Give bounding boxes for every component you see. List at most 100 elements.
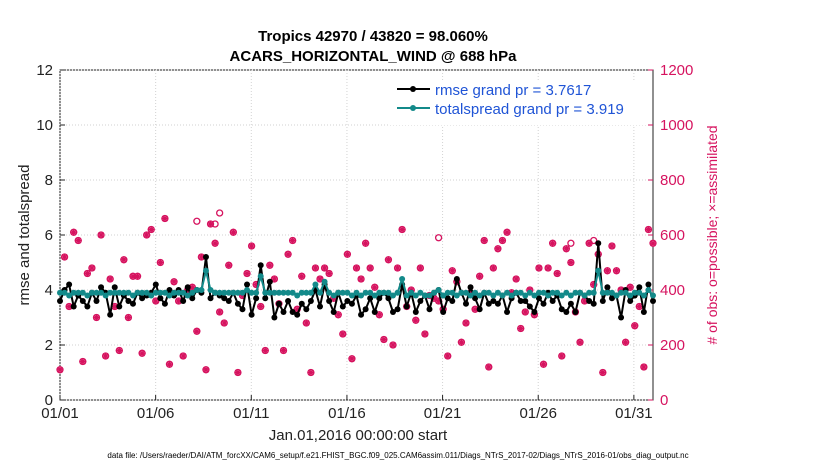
totalspread-point: [257, 273, 264, 280]
totalspread-point: [472, 289, 479, 296]
totalspread-point: [563, 289, 570, 296]
rmse-point: [627, 298, 634, 304]
totalspread-point: [344, 289, 351, 296]
legend: rmse grand pr = 3.7617 totalspread grand…: [390, 80, 648, 125]
obs-assimilated-marker: [293, 305, 301, 313]
totalspread-point: [111, 289, 118, 296]
legend-box: [390, 80, 648, 125]
y-right-tick-label: 800: [660, 172, 685, 189]
totalspread-point: [640, 292, 647, 299]
totalspread-point: [212, 289, 219, 296]
rmse-point: [330, 309, 337, 315]
y-right-tick-label: 1000: [660, 117, 693, 134]
rmse-point: [426, 306, 433, 313]
obs-assimilated-marker: [193, 327, 201, 335]
obs-assimilated-marker: [289, 237, 297, 244]
totalspread-point: [622, 289, 629, 296]
rmse-point: [307, 298, 314, 304]
obs-assimilated-marker: [188, 283, 196, 291]
rmse-point: [116, 303, 123, 310]
rmse-point: [367, 295, 374, 302]
obs-assimilated-marker: [266, 261, 274, 269]
obs-assimilated-marker: [284, 250, 292, 258]
y-tick-label: 2: [45, 337, 53, 354]
totalspread-point: [234, 289, 241, 296]
rmse-point: [567, 300, 574, 307]
totalspread-point: [513, 289, 520, 296]
rmse-point: [394, 306, 401, 313]
data-file-footer: data file: /Users/raeder/DAI/ATM_forcXX/…: [107, 451, 688, 460]
obs-assimilated-marker: [540, 360, 548, 368]
rmse-point: [266, 278, 273, 285]
obs-assimilated-marker: [339, 330, 347, 338]
obs-assimilated-marker: [448, 267, 456, 275]
rmse-point: [472, 295, 479, 302]
obs-assimilated-marker: [362, 239, 370, 247]
y-right-tick-label: 0: [660, 392, 668, 409]
y-tick-label: 10: [36, 117, 53, 134]
totalspread-point: [367, 289, 374, 296]
obs-assimilated-marker: [544, 264, 552, 272]
obs-assimilated-marker: [644, 226, 652, 233]
totalspread-point: [253, 289, 260, 296]
chart-subtitle: ACARS_HORIZONTAL_WIND @ 688 hPa: [230, 48, 518, 65]
rmse-point: [271, 314, 278, 321]
obs-assimilated-marker: [124, 314, 132, 321]
totalspread-point: [202, 267, 209, 274]
totalspread-point: [586, 289, 593, 296]
totalspread-point: [193, 287, 200, 293]
rmse-point: [490, 298, 497, 304]
totalspread-point: [389, 292, 396, 299]
rmse-point: [107, 311, 114, 318]
totalspread-point: [180, 289, 187, 296]
obs-assimilated-marker: [498, 237, 506, 244]
totalspread-point: [636, 289, 643, 296]
totalspread-point: [599, 289, 606, 296]
rmse-point: [129, 300, 136, 307]
y-right-tick-label: 200: [660, 337, 685, 354]
x-tick-label: 01/26: [519, 405, 557, 422]
obs-assimilated-marker: [444, 352, 452, 360]
totalspread-point: [335, 289, 342, 296]
obs-assimilated-marker: [197, 253, 205, 261]
obs-assimilated-marker: [225, 261, 233, 269]
totalspread-point: [148, 292, 155, 299]
rmse-point: [558, 306, 565, 313]
rmse-point: [166, 287, 173, 293]
totalspread-point: [385, 289, 392, 296]
rmse-point: [93, 298, 100, 304]
rmse-point: [111, 284, 118, 291]
totalspread-point: [535, 289, 542, 296]
totalspread-point: [129, 292, 136, 299]
rmse-point: [371, 309, 378, 315]
obs-assimilated-marker: [380, 336, 388, 343]
obs-assimilated-marker: [321, 264, 329, 272]
x-tick-label: 01/21: [424, 405, 462, 422]
obs-assimilated-marker: [220, 319, 228, 327]
rmse-point: [207, 295, 214, 302]
rmse-point: [66, 281, 73, 288]
totalspread-point: [421, 292, 428, 299]
obs-assimilated-marker: [311, 264, 319, 272]
legend-spread-label: totalspread grand pr = 3.919: [435, 101, 624, 118]
totalspread-point: [517, 289, 524, 296]
totalspread-point: [152, 289, 159, 296]
obs-assimilated-marker: [394, 264, 402, 272]
obs-assimilated-marker: [248, 242, 256, 250]
obs-assimilated-marker: [243, 270, 251, 277]
rmse-point: [344, 298, 351, 304]
rmse-point: [608, 295, 615, 302]
obs-assimilated-marker: [430, 294, 438, 302]
totalspread-point: [618, 289, 625, 296]
totalspread-point: [558, 292, 565, 299]
rmse-point: [202, 254, 209, 260]
obs-assimilated-marker: [375, 311, 383, 319]
totalspread-point: [157, 289, 164, 296]
obs-assimilated-marker: [270, 275, 278, 283]
rmse-point: [152, 281, 159, 288]
rmse-point: [640, 309, 647, 315]
totalspread-point: [590, 289, 597, 296]
rmse-point: [180, 298, 187, 304]
rmse-point: [262, 295, 269, 302]
obs-assimilated-marker: [229, 228, 237, 236]
